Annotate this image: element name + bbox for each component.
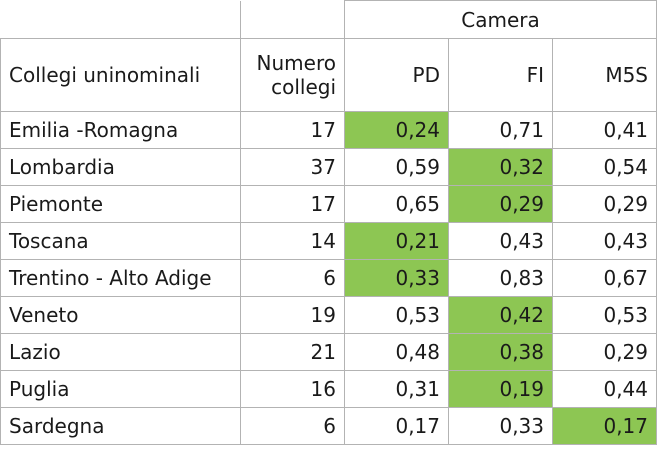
m5s-cell: 0,29 — [552, 185, 657, 223]
pd-cell: 0,53 — [344, 296, 449, 334]
m5s-cell: 0,67 — [552, 259, 657, 297]
seats-cell: 17 — [240, 111, 345, 149]
blank-corner-cell — [240, 0, 345, 39]
seats-cell: 16 — [240, 370, 345, 408]
seats-cell: 19 — [240, 296, 345, 334]
fi-cell: 0,83 — [448, 259, 553, 297]
pd-column-header: PD — [344, 38, 449, 112]
m5s-cell: 0,44 — [552, 370, 657, 408]
pd-cell: 0,24 — [344, 111, 449, 149]
pd-cell: 0,33 — [344, 259, 449, 297]
pd-cell: 0,31 — [344, 370, 449, 408]
m5s-cell: 0,29 — [552, 333, 657, 371]
table-row: Puglia 16 0,31 0,19 0,44 — [0, 370, 657, 408]
m5s-cell: 0,17 — [552, 407, 657, 445]
m5s-column-header: M5S — [552, 38, 657, 112]
table-row: Piemonte 17 0,65 0,29 0,29 — [0, 185, 657, 223]
table-row: Toscana 14 0,21 0,43 0,43 — [0, 222, 657, 260]
region-cell: Sardegna — [0, 407, 241, 445]
pd-cell: 0,59 — [344, 148, 449, 186]
pd-cell: 0,21 — [344, 222, 449, 260]
fi-cell: 0,38 — [448, 333, 553, 371]
region-cell: Veneto — [0, 296, 241, 334]
region-cell: Toscana — [0, 222, 241, 260]
table-row: Lazio 21 0,48 0,38 0,29 — [0, 333, 657, 371]
m5s-cell: 0,54 — [552, 148, 657, 186]
fi-column-header: FI — [448, 38, 553, 112]
pd-cell: 0,48 — [344, 333, 449, 371]
pd-cell: 0,17 — [344, 407, 449, 445]
seats-cell: 17 — [240, 185, 345, 223]
fi-cell: 0,43 — [448, 222, 553, 260]
region-cell: Piemonte — [0, 185, 241, 223]
m5s-cell: 0,43 — [552, 222, 657, 260]
fi-cell: 0,42 — [448, 296, 553, 334]
region-column-header: Collegi uninominali — [0, 38, 241, 112]
seats-cell: 14 — [240, 222, 345, 260]
seats-cell: 6 — [240, 407, 345, 445]
column-header-row: Collegi uninominali Numero collegi PD FI … — [0, 38, 657, 112]
seats-header-line2: collegi — [271, 75, 336, 99]
table-row: Emilia -Romagna 17 0,24 0,71 0,41 — [0, 111, 657, 149]
blank-corner-cell — [0, 0, 241, 39]
seats-column-header: Numero collegi — [240, 38, 345, 112]
region-cell: Trentino - Alto Adige — [0, 259, 241, 297]
table-row: Trentino - Alto Adige 6 0,33 0,83 0,67 — [0, 259, 657, 297]
fi-cell: 0,32 — [448, 148, 553, 186]
table-row: Lombardia 37 0,59 0,32 0,54 — [0, 148, 657, 186]
seats-cell: 37 — [240, 148, 345, 186]
group-header-row: Camera — [0, 0, 657, 39]
region-cell: Emilia -Romagna — [0, 111, 241, 149]
fi-cell: 0,71 — [448, 111, 553, 149]
m5s-cell: 0,53 — [552, 296, 657, 334]
region-cell: Puglia — [0, 370, 241, 408]
region-cell: Lombardia — [0, 148, 241, 186]
table-row: Veneto 19 0,53 0,42 0,53 — [0, 296, 657, 334]
seats-header-line1: Numero — [256, 51, 336, 75]
seats-cell: 6 — [240, 259, 345, 297]
fi-cell: 0,29 — [448, 185, 553, 223]
region-cell: Lazio — [0, 333, 241, 371]
seats-cell: 21 — [240, 333, 345, 371]
pd-cell: 0,65 — [344, 185, 449, 223]
camera-group-header: Camera — [344, 0, 657, 39]
fi-cell: 0,33 — [448, 407, 553, 445]
table-row: Sardegna 6 0,17 0,33 0,17 — [0, 407, 657, 445]
fi-cell: 0,19 — [448, 370, 553, 408]
m5s-cell: 0,41 — [552, 111, 657, 149]
